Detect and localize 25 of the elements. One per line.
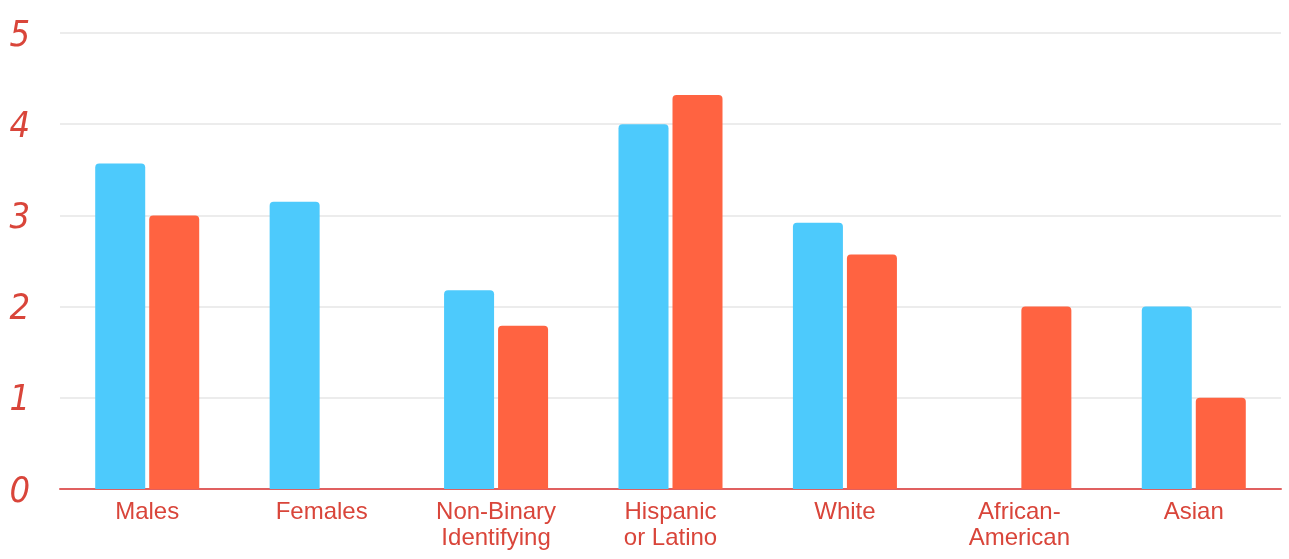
y-tick-label: 3 xyxy=(9,194,30,236)
bar xyxy=(444,290,495,489)
bar xyxy=(672,95,723,489)
y-tick-label: 0 xyxy=(9,468,30,510)
x-tick-label: Females xyxy=(275,496,368,524)
y-tick-label: 5 xyxy=(9,12,30,54)
x-tick-label: Non-Binary Identifying xyxy=(436,496,557,550)
bar xyxy=(95,163,146,489)
bar xyxy=(618,124,669,489)
x-tick-label: Males xyxy=(115,496,180,524)
y-tick-label: 4 xyxy=(9,103,30,145)
bar xyxy=(149,215,200,489)
x-tick-label: Asian xyxy=(1163,496,1224,524)
bar xyxy=(846,254,897,489)
x-tick-label: Hispanic or Latino xyxy=(623,496,718,550)
x-tick-label: White xyxy=(814,496,876,524)
bar xyxy=(792,222,843,489)
bar xyxy=(498,325,549,489)
bar xyxy=(1141,306,1192,489)
y-tick-label: 1 xyxy=(9,377,30,419)
bar xyxy=(1021,306,1072,489)
bar xyxy=(1195,397,1246,489)
bar xyxy=(269,201,320,489)
x-tick-label: African-American xyxy=(968,496,1071,550)
y-tick-label: 2 xyxy=(9,286,30,328)
